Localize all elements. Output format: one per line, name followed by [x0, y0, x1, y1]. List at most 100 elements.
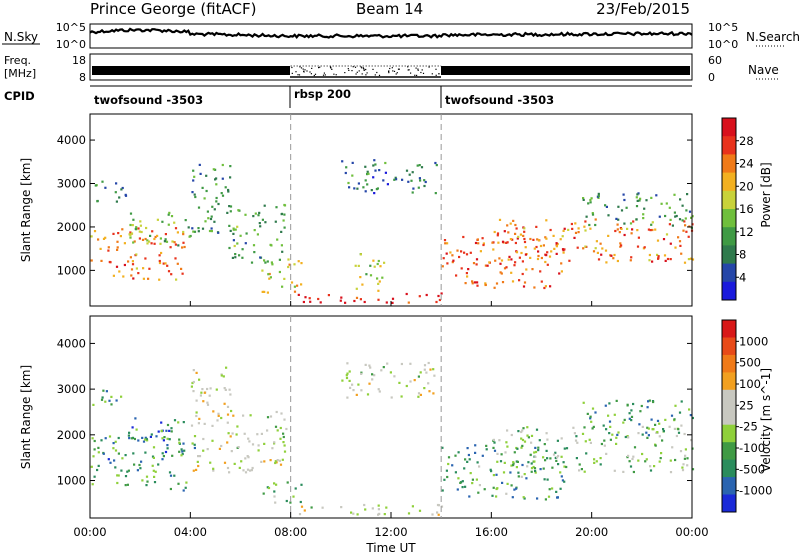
range-gate-cell: [497, 241, 500, 244]
range-gate-cell: [269, 276, 272, 279]
range-gate-cell: [283, 277, 286, 280]
range-gate-cell: [93, 230, 97, 233]
range-gate-cell: [124, 454, 127, 457]
range-gate-cell: [266, 291, 269, 294]
range-gate-cell: [198, 455, 202, 458]
range-gate-cell: [660, 202, 663, 205]
range-gate-cell: [146, 480, 149, 483]
range-gate-cell: [468, 495, 471, 498]
range-gate-cell: [523, 240, 527, 244]
range-gate-cell: [412, 187, 415, 190]
nave-dot: [397, 68, 400, 70]
range-gate-cell: [209, 217, 213, 221]
range-gate-cell: [191, 442, 194, 445]
range-gate-cell: [537, 250, 540, 253]
range-gate-cell: [215, 200, 218, 203]
range-gate-cell: [493, 230, 496, 234]
range-gate-cell: [547, 495, 551, 498]
range-gate-cell: [120, 188, 123, 191]
range-gate-cell: [340, 506, 343, 509]
nave-dot: [407, 66, 409, 68]
range-gate-cell: [630, 415, 634, 418]
range-gate-cell: [622, 421, 625, 424]
range-gate-cell: [274, 501, 277, 504]
range-gate-cell: [591, 407, 595, 410]
nave-dot: [431, 73, 433, 75]
range-gate-cell: [377, 289, 380, 292]
nave-dot: [306, 70, 308, 72]
range-gate-cell: [583, 426, 586, 429]
range-gate-cell: [278, 258, 281, 261]
range-gate-cell: [563, 465, 566, 468]
range-gate-cell: [646, 406, 649, 409]
range-gate-cell: [283, 450, 287, 453]
range-gate-cell: [101, 180, 104, 183]
range-gate-cell: [367, 172, 370, 175]
range-gate-cell: [100, 259, 103, 262]
range-gate-cell: [687, 258, 690, 261]
nave-dot: [365, 74, 367, 76]
velocity-y-ticks: 4000 3000 2000 1000: [57, 336, 692, 488]
colorbar-tick-label: 12: [739, 225, 754, 239]
range-gate-cell: [493, 441, 496, 444]
range-gate-cell: [627, 454, 630, 457]
range-gate-cell: [280, 412, 283, 415]
range-gate-cell: [356, 187, 359, 190]
range-gate-cell: [126, 470, 129, 473]
range-gate-cell: [215, 388, 218, 391]
range-gate-cell: [269, 243, 272, 246]
range-gate-cell: [645, 199, 648, 202]
range-gate-cell: [635, 218, 638, 221]
range-gate-cell: [461, 480, 464, 483]
range-gate-cell: [279, 437, 282, 440]
range-gate-cell: [206, 401, 209, 404]
range-gate-cell: [244, 471, 248, 474]
range-gate-cell: [232, 414, 235, 417]
range-gate-cell: [546, 251, 549, 254]
range-gate-cell: [576, 246, 579, 249]
range-gate-cell: [446, 242, 449, 245]
colorbar-swatch: [722, 494, 736, 513]
range-gate-cell: [294, 487, 297, 490]
range-gate-cell: [665, 202, 668, 205]
range-gate-cell: [538, 439, 541, 442]
range-gate-cell: [555, 242, 558, 245]
range-gate-cell: [223, 402, 226, 405]
range-gate-cell: [151, 230, 154, 233]
range-gate-cell: [253, 251, 256, 254]
range-gate-cell: [193, 175, 196, 178]
colorbar-tick-label: 24: [739, 157, 754, 171]
range-gate-cell: [206, 448, 209, 451]
range-gate-cell: [562, 229, 565, 232]
range-gate-cell: [97, 464, 100, 467]
range-gate-cell: [117, 232, 120, 235]
range-gate-cell: [466, 275, 469, 278]
range-gate-cell: [516, 460, 519, 463]
range-gate-cell: [127, 434, 130, 437]
range-gate-cell: [683, 457, 686, 460]
range-gate-cell: [177, 244, 180, 247]
range-gate-cell: [327, 294, 330, 297]
range-gate-cell: [649, 465, 652, 468]
range-gate-cell: [535, 225, 538, 228]
range-gate-cell: [136, 469, 139, 472]
range-gate-cell: [304, 296, 307, 299]
range-gate-cell: [615, 217, 618, 220]
range-gate-cell: [377, 388, 380, 391]
range-gate-cell: [96, 468, 99, 472]
range-gate-cell: [145, 484, 148, 487]
range-gate-cell: [590, 197, 593, 200]
range-gate-cell: [104, 186, 107, 189]
range-gate-cell: [167, 213, 170, 216]
range-gate-cell: [520, 251, 523, 255]
range-gate-cell: [477, 491, 480, 494]
range-gate-cell: [130, 232, 134, 235]
range-gate-cell: [190, 424, 194, 427]
noise-sky-trace: [89, 27, 693, 40]
range-gate-cell: [345, 374, 348, 377]
range-gate-cell: [514, 232, 517, 235]
range-gate-cell: [286, 481, 289, 484]
range-gate-cell: [499, 262, 502, 265]
range-gate-cell: [297, 293, 300, 296]
range-gate-cell: [638, 423, 641, 426]
